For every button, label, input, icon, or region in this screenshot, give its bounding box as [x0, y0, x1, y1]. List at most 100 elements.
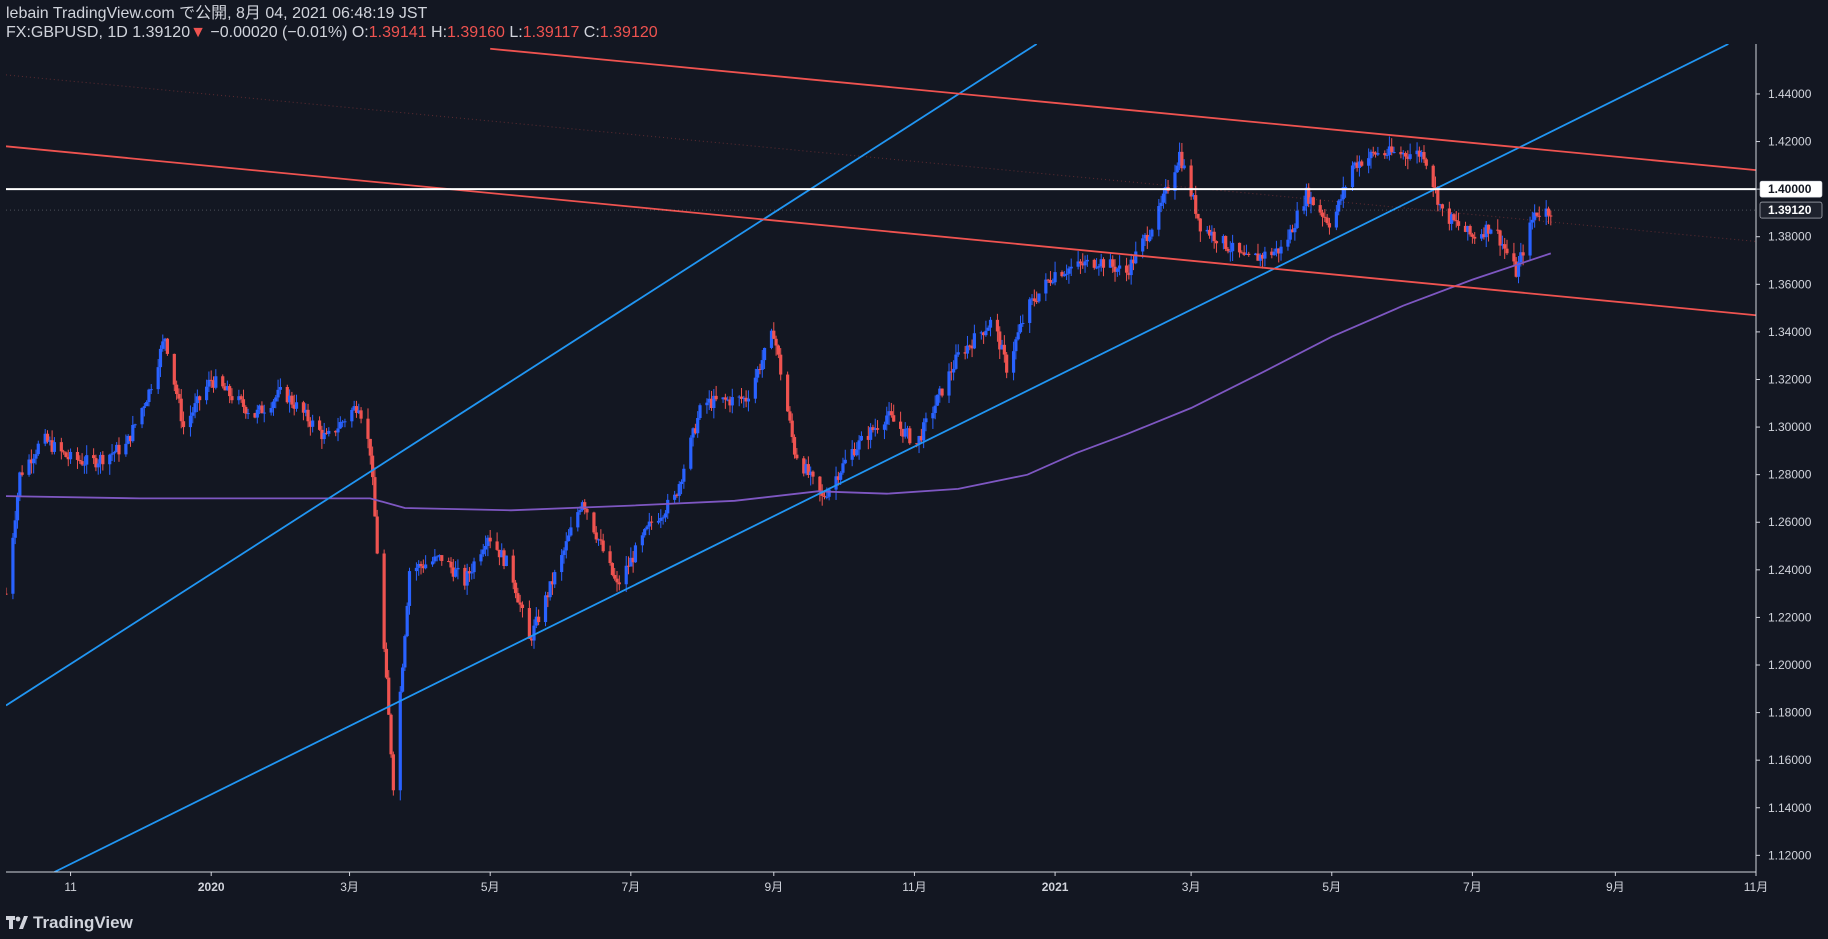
candle-down	[1447, 208, 1451, 224]
candle-up	[809, 471, 813, 476]
candle-down	[211, 380, 216, 388]
candle-down	[518, 602, 522, 605]
candle-down	[820, 492, 824, 496]
candle-up	[110, 453, 114, 455]
candle-up	[1415, 150, 1419, 155]
candle-down	[230, 396, 234, 401]
candle-down	[488, 537, 492, 542]
candle-down	[1002, 344, 1006, 355]
candle-down	[1078, 261, 1083, 264]
candle-up	[1401, 153, 1405, 155]
candle-up	[124, 443, 128, 455]
candle-down	[1399, 152, 1403, 155]
candle-up	[737, 396, 741, 398]
tradingview-logo[interactable]: TradingView	[6, 913, 133, 933]
candle-down	[546, 595, 550, 598]
blue-trend-line-1	[6, 44, 1038, 707]
candle-up	[691, 428, 695, 438]
candle-up	[1385, 154, 1389, 156]
candle-up	[43, 433, 47, 444]
candle-down	[359, 410, 363, 419]
candle-up	[633, 545, 638, 563]
candle-up	[163, 338, 167, 342]
candle-down	[1373, 152, 1378, 155]
candle-down	[1226, 248, 1230, 252]
candle-down	[467, 571, 472, 574]
candle-down	[1060, 272, 1064, 277]
candle-down	[1194, 195, 1198, 214]
current-price-tag-box	[1759, 201, 1823, 219]
candle-up	[1083, 261, 1087, 266]
candle-up	[424, 564, 428, 569]
candle-up	[1099, 259, 1103, 267]
y-tick-label: 1.42000	[1768, 135, 1812, 149]
candle-up	[1018, 324, 1023, 333]
candle-down	[1452, 214, 1456, 221]
candle-up	[1011, 351, 1016, 373]
candle-up	[108, 454, 112, 465]
candle-up	[255, 409, 259, 418]
candle-down	[1403, 153, 1408, 157]
level-price-tag: 1.40000	[1768, 182, 1812, 196]
candle-down	[301, 402, 306, 413]
y-tick-label: 1.24000	[1768, 563, 1812, 577]
candle-up	[566, 535, 571, 542]
candle-down	[626, 565, 631, 567]
symbol-label: FX:GBPUSD, 1D	[6, 24, 128, 41]
candle-up	[712, 395, 716, 409]
candle-up	[1210, 231, 1214, 236]
candle-up	[1053, 272, 1057, 283]
candle-down	[795, 454, 799, 459]
candle-up	[1231, 242, 1235, 252]
candle-down	[806, 464, 810, 476]
candle-down	[209, 379, 213, 381]
candle-down	[1406, 156, 1410, 159]
candle-up	[158, 348, 163, 368]
candle-down	[389, 714, 393, 755]
candle-down	[387, 677, 391, 715]
close-label: C:	[583, 24, 600, 41]
candle-down	[513, 582, 518, 594]
red-trend-line-4	[490, 47, 1756, 171]
candle-down	[537, 616, 541, 623]
candle-down	[901, 428, 905, 437]
candle-down	[1320, 212, 1325, 217]
candle-up	[834, 476, 838, 490]
candle-down	[59, 442, 63, 452]
candle-down	[354, 406, 359, 413]
candle-up	[1118, 265, 1122, 269]
candle-up	[850, 449, 854, 460]
candle-down	[723, 397, 727, 400]
candle-down	[1549, 215, 1553, 217]
candle-down	[371, 455, 375, 478]
candle-up	[48, 440, 52, 442]
candle-up	[27, 459, 31, 475]
candle-down	[419, 563, 423, 567]
candle-down	[776, 345, 780, 355]
candle-up	[133, 424, 137, 426]
candle-up	[857, 440, 861, 450]
candle-up	[294, 402, 299, 409]
candle-down	[1537, 215, 1541, 217]
candle-up	[1304, 187, 1308, 207]
candle-down	[1092, 259, 1096, 268]
candle-down	[1323, 216, 1327, 218]
candle-down	[1081, 263, 1085, 266]
candle-down	[497, 549, 502, 558]
candle-up	[1129, 259, 1133, 276]
candle-up	[673, 494, 677, 500]
candle-up	[1016, 332, 1020, 340]
candle-down	[92, 455, 96, 459]
candle-up	[560, 555, 564, 573]
candle-up	[1530, 219, 1534, 223]
candle-up	[742, 397, 746, 399]
candle-up	[500, 550, 504, 558]
level-price-tag-box	[1759, 180, 1823, 198]
candle-up	[32, 458, 36, 464]
candle-up	[417, 563, 421, 568]
candle-down	[1277, 248, 1281, 254]
candle-down	[852, 449, 857, 456]
plot-area	[6, 44, 1756, 872]
candle-up	[596, 539, 601, 541]
